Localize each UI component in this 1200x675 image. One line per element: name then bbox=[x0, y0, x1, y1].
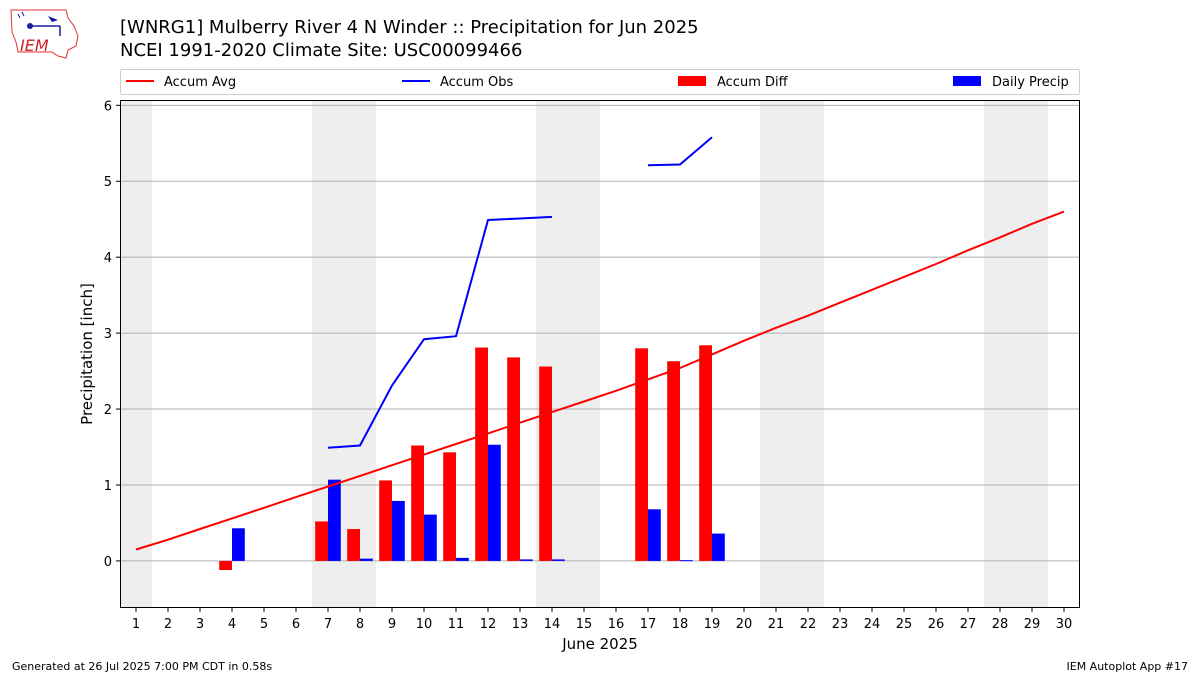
iem-logo: IEM bbox=[10, 9, 79, 59]
x-tick-label: 4 bbox=[228, 617, 236, 632]
daily-precip-bar bbox=[232, 528, 245, 561]
x-tick-label: 10 bbox=[416, 617, 433, 632]
accum-diff-bar bbox=[635, 348, 648, 561]
x-tick-label: 24 bbox=[864, 617, 881, 632]
legend-swatch-accum-diff bbox=[678, 76, 706, 86]
chart-subtitle: NCEI 1991-2020 Climate Site: USC00099466 bbox=[120, 40, 523, 61]
accum-diff-bar bbox=[475, 347, 488, 561]
x-tick-label: 20 bbox=[736, 617, 753, 632]
weekend-shade bbox=[984, 100, 1016, 608]
accum-diff-bar bbox=[539, 366, 552, 561]
accum-diff-bar bbox=[411, 445, 424, 561]
daily-precip-bar bbox=[552, 559, 565, 561]
accum-diff-bar bbox=[315, 521, 328, 561]
x-tick-label: 9 bbox=[388, 617, 396, 632]
x-tick-label: 25 bbox=[896, 617, 913, 632]
y-tick-label: 6 bbox=[104, 99, 112, 114]
accum-obs-line bbox=[327, 215, 553, 449]
y-tick-label: 5 bbox=[104, 175, 112, 190]
y-axis: 0 1 2 3 4 5 6 bbox=[104, 99, 120, 570]
legend-label-accum-diff: Accum Diff bbox=[717, 75, 789, 90]
x-tick-label: 26 bbox=[928, 617, 945, 632]
logo-text: IEM bbox=[20, 36, 49, 55]
weekend-shade bbox=[1016, 100, 1048, 608]
x-tick-label: 5 bbox=[260, 617, 268, 632]
accum-diff-bar bbox=[379, 480, 392, 561]
daily-precip-bar bbox=[424, 514, 437, 561]
x-tick-label: 19 bbox=[704, 617, 721, 632]
x-axis: 1 2 3 4 5 6 7 8 9 10 11 12 13 14 15 16 17 18 19 20 21 22 23 24 2… bbox=[132, 608, 1072, 632]
x-axis-label: June 2025 bbox=[561, 635, 638, 653]
weekend-shade bbox=[792, 100, 824, 608]
x-tick-label: 21 bbox=[768, 617, 785, 632]
x-tick-label: 28 bbox=[992, 617, 1009, 632]
chart-title: [WNRG1] Mulberry River 4 N Winder :: Pre… bbox=[120, 17, 699, 38]
x-tick-label: 29 bbox=[1024, 617, 1041, 632]
daily-precip-bar bbox=[392, 500, 405, 561]
x-tick-label: 14 bbox=[544, 617, 561, 632]
y-tick-label: 3 bbox=[104, 327, 112, 342]
accum-diff-bar bbox=[507, 357, 520, 561]
accum-diff-bar bbox=[347, 529, 360, 561]
legend-swatch-daily-precip bbox=[953, 76, 981, 86]
daily-precip-bar bbox=[520, 559, 533, 561]
daily-precip-bar bbox=[680, 560, 693, 562]
daily-precip-bars bbox=[232, 444, 725, 562]
y-tick-label: 4 bbox=[104, 251, 112, 266]
plot-frame bbox=[120, 100, 1080, 608]
legend-label-accum-avg: Accum Avg bbox=[164, 75, 236, 90]
accum-obs-line bbox=[647, 136, 713, 167]
x-tick-label: 27 bbox=[960, 617, 977, 632]
x-tick-label: 15 bbox=[576, 617, 593, 632]
x-tick-label: 13 bbox=[512, 617, 529, 632]
y-tick-label: 0 bbox=[104, 555, 112, 570]
daily-precip-bar bbox=[488, 444, 501, 561]
x-tick-label: 16 bbox=[608, 617, 625, 632]
accum-avg-line bbox=[135, 210, 1065, 551]
y-tick-label: 2 bbox=[104, 403, 112, 418]
x-tick-label: 3 bbox=[196, 617, 204, 632]
y-tick-label: 1 bbox=[104, 479, 112, 494]
legend: Accum Avg Accum Obs Accum Diff Daily Pre… bbox=[120, 69, 1080, 95]
app-note: IEM Autoplot App #17 bbox=[1066, 660, 1189, 673]
y-axis-label: Precipitation [inch] bbox=[78, 283, 96, 425]
x-tick-label: 7 bbox=[324, 617, 332, 632]
accum-diff-bar bbox=[219, 560, 232, 571]
legend-label-daily-precip: Daily Precip bbox=[992, 75, 1069, 90]
weekend-shade bbox=[120, 100, 152, 608]
daily-precip-bar bbox=[328, 479, 341, 561]
x-tick-label: 22 bbox=[800, 617, 817, 632]
series-lines bbox=[135, 136, 1065, 551]
generated-note: Generated at 26 Jul 2025 7:00 PM CDT in … bbox=[12, 660, 273, 673]
daily-precip-bar bbox=[648, 509, 661, 561]
weekend-shading bbox=[120, 100, 1048, 608]
y-gridlines bbox=[120, 104, 1080, 562]
x-tick-label: 17 bbox=[640, 617, 657, 632]
x-tick-label: 12 bbox=[480, 617, 497, 632]
weekend-shade bbox=[344, 100, 376, 608]
x-tick-label: 11 bbox=[448, 617, 465, 632]
x-tick-label: 23 bbox=[832, 617, 849, 632]
weekend-shade bbox=[568, 100, 600, 608]
accum-diff-bar bbox=[443, 452, 456, 561]
daily-precip-bar bbox=[360, 558, 373, 561]
accum-diff-bars bbox=[219, 345, 712, 571]
weekend-shade bbox=[760, 100, 792, 608]
accum-diff-bar bbox=[667, 361, 680, 561]
legend-label-accum-obs: Accum Obs bbox=[440, 75, 513, 90]
x-tick-label: 6 bbox=[292, 617, 300, 632]
x-tick-label: 30 bbox=[1056, 617, 1073, 632]
daily-precip-bar bbox=[712, 533, 725, 561]
accum-diff-bar bbox=[699, 345, 712, 561]
x-tick-label: 8 bbox=[356, 617, 364, 632]
legend-box bbox=[120, 69, 1080, 95]
x-tick-label: 1 bbox=[132, 617, 140, 632]
daily-precip-bar bbox=[456, 557, 469, 561]
x-tick-label: 2 bbox=[164, 617, 172, 632]
x-tick-label: 18 bbox=[672, 617, 689, 632]
